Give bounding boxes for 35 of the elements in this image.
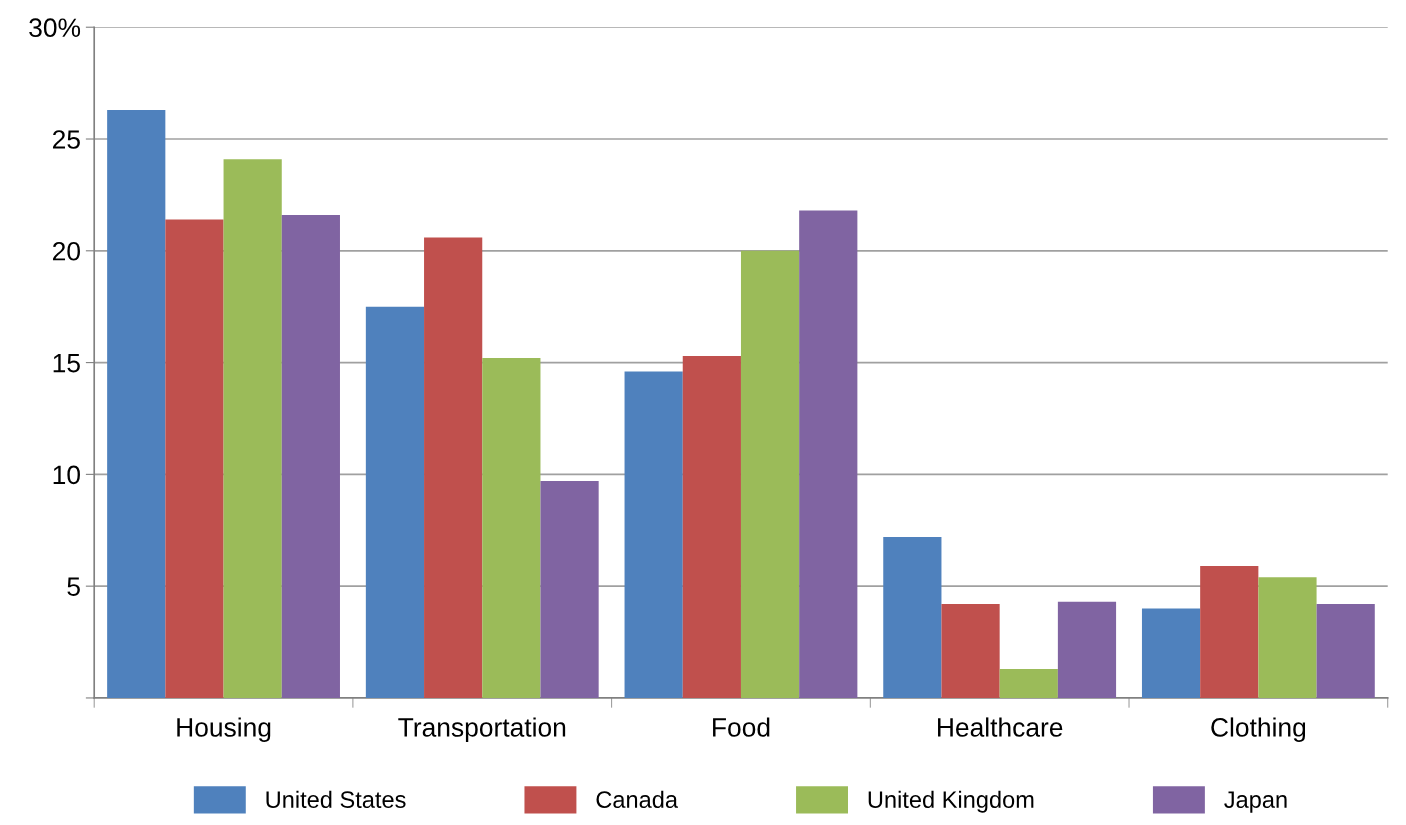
y-tick-label: 20 <box>52 241 80 261</box>
bar <box>107 109 166 698</box>
bar <box>365 306 425 698</box>
bar <box>999 668 1058 698</box>
legend-label: United Kingdom <box>868 790 1034 813</box>
bar <box>1057 601 1117 698</box>
bar <box>281 215 340 698</box>
legend-label: Canada <box>596 790 678 808</box>
bar <box>540 481 599 698</box>
x-tick-label: Food <box>713 717 770 737</box>
y-tick-label: 10 <box>53 465 80 485</box>
legend-label: Japan <box>1224 791 1287 813</box>
bar <box>1258 577 1317 698</box>
bar <box>223 159 282 698</box>
bar <box>482 358 541 698</box>
y-tick-label: 25 <box>52 130 80 149</box>
x-tick-label: Housing <box>177 717 271 742</box>
bar <box>740 250 800 698</box>
bar <box>624 371 683 698</box>
bar <box>1141 608 1201 698</box>
y-tick-label: 30% <box>29 18 81 38</box>
x-tick-label: Clothing <box>1211 717 1306 742</box>
x-tick-label: Healthcare <box>938 717 1063 737</box>
legend-label: United States <box>266 790 406 808</box>
x-tick-label: Transportation <box>398 717 566 742</box>
bar <box>682 355 741 698</box>
bar <box>424 237 483 698</box>
bar <box>799 210 858 698</box>
bar <box>1200 566 1259 698</box>
y-tick-label: 5 <box>67 577 80 596</box>
bar <box>883 536 942 698</box>
y-tick-label: 15 <box>53 353 80 373</box>
bar <box>941 604 1000 698</box>
bar <box>165 219 224 698</box>
bar <box>1316 604 1375 698</box>
